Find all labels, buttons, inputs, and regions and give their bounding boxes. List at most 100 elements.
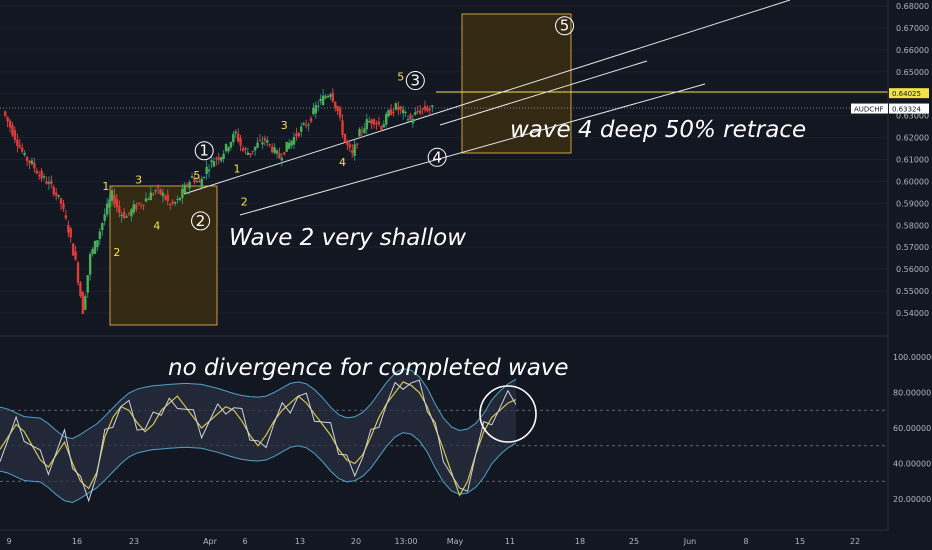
major-wave-circle xyxy=(191,211,211,231)
oscillator xyxy=(0,368,517,504)
candle-body xyxy=(261,142,264,145)
candle-body xyxy=(244,148,247,150)
price-tick-label: 0.60000 xyxy=(896,177,929,186)
candle-body xyxy=(18,145,21,148)
candle-body xyxy=(404,111,407,113)
candle-body xyxy=(122,212,126,219)
candle-body xyxy=(392,111,395,113)
candle-body xyxy=(389,109,393,115)
candle-body xyxy=(290,140,293,146)
candle-body xyxy=(239,138,242,146)
major-wave-label: 4 xyxy=(432,148,442,166)
candle-body xyxy=(125,216,128,218)
price-tags: 0.64025 AUDCHF 0.63324 xyxy=(851,88,929,114)
price-tick-label: 0.56000 xyxy=(896,265,929,274)
candle-body xyxy=(21,147,24,152)
candle-body xyxy=(156,186,160,188)
candle-body xyxy=(355,143,359,145)
candle-body xyxy=(16,139,19,146)
candle-body xyxy=(273,147,276,153)
candle-body xyxy=(144,198,148,202)
wave-number-label: 4 xyxy=(339,156,346,169)
candle-body xyxy=(227,147,230,152)
candle-body xyxy=(275,150,279,154)
candle-body xyxy=(416,111,419,113)
candle-body xyxy=(326,95,330,98)
time-axis: 9 16 23 Apr 6 13 20 13:00 May 11 18 25 Jun 8 15 22 xyxy=(6,537,860,546)
candle-body xyxy=(241,148,245,151)
candle-body xyxy=(67,225,70,233)
candle-body xyxy=(33,162,36,169)
candle-body xyxy=(81,292,85,314)
candle-body xyxy=(229,142,233,148)
price-tick-label: 0.67000 xyxy=(896,24,929,33)
candle-body xyxy=(193,177,196,183)
candle-body xyxy=(256,142,259,148)
candle-body xyxy=(205,166,208,174)
time-tick-label: 18 xyxy=(575,537,585,546)
completion-circle xyxy=(479,385,537,443)
time-tick-label: 20 xyxy=(351,537,361,546)
time-tick-label: Jun xyxy=(683,537,697,546)
candle-body xyxy=(25,156,29,161)
candle-body xyxy=(42,176,46,178)
candle-body xyxy=(127,212,131,214)
candle-body xyxy=(6,116,9,122)
candle-body xyxy=(217,157,220,160)
candle-body xyxy=(263,138,267,141)
candle-body xyxy=(203,176,206,178)
candle-body xyxy=(71,243,75,256)
candle-body xyxy=(297,132,301,136)
time-tick-label: 16 xyxy=(72,537,82,546)
major-wave-circle xyxy=(194,141,214,161)
candle-body xyxy=(166,194,169,201)
candle-body xyxy=(232,134,235,143)
candle-body xyxy=(113,195,116,205)
candle-body xyxy=(152,194,155,196)
candle-body xyxy=(387,110,390,117)
candle-body xyxy=(200,178,203,189)
candle-body xyxy=(253,146,257,151)
candle-body xyxy=(74,251,77,260)
channel-lower xyxy=(239,83,706,216)
candle-body xyxy=(423,106,427,110)
symbol-tag-text: AUDCHF xyxy=(854,106,883,114)
candle-body xyxy=(292,137,296,145)
candle-body xyxy=(135,204,138,210)
candle-body xyxy=(79,282,82,296)
candle-body xyxy=(13,130,17,140)
candle-body xyxy=(365,119,368,130)
candle-body xyxy=(377,121,381,125)
candle-body xyxy=(431,105,434,108)
candle-body xyxy=(321,95,325,106)
candle-body xyxy=(394,103,398,110)
candle-body xyxy=(234,131,237,134)
candle-body xyxy=(142,204,145,206)
candle-body xyxy=(224,143,228,152)
candle-body xyxy=(380,126,383,130)
wave-number-label: 5 xyxy=(397,71,404,84)
wave-number-label: 3 xyxy=(135,174,142,187)
time-tick-label: 25 xyxy=(629,537,639,546)
major-wave-label: 5 xyxy=(560,17,570,35)
candle-body xyxy=(363,128,366,134)
wave-labels: 1 2 3 4 5 1 2 3 4 5 xyxy=(102,71,404,259)
price-grid xyxy=(0,5,888,314)
candle-body xyxy=(375,123,378,125)
candle-body xyxy=(93,240,97,254)
candle-body xyxy=(249,153,252,155)
candle-body xyxy=(285,141,288,152)
candle-body xyxy=(283,152,286,155)
major-wave-label: 2 xyxy=(196,212,206,230)
indicator-upper-band xyxy=(0,368,517,440)
indicator-tick-label: 100.00000 xyxy=(893,353,932,362)
candle-body xyxy=(421,108,424,110)
candle-body xyxy=(64,215,68,219)
candle-body xyxy=(295,133,298,137)
candle-body xyxy=(358,128,361,137)
candle-body xyxy=(307,124,310,126)
candle-body xyxy=(195,181,199,183)
candle-body xyxy=(115,199,119,208)
candle-body xyxy=(105,203,109,215)
